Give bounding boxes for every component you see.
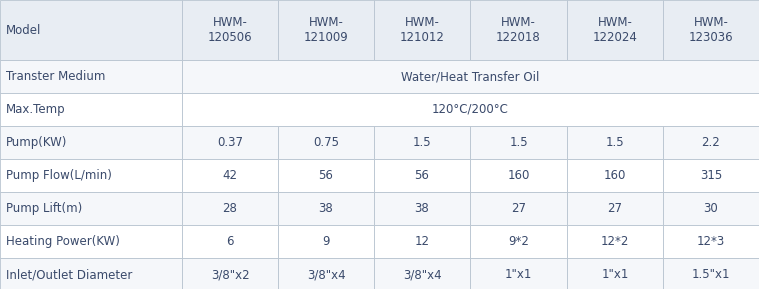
Bar xyxy=(663,159,759,192)
Text: Max.Temp: Max.Temp xyxy=(6,103,65,116)
Bar xyxy=(0,258,182,289)
Text: 1"x1: 1"x1 xyxy=(505,268,532,281)
Bar xyxy=(182,192,278,225)
Bar xyxy=(278,192,374,225)
Bar xyxy=(0,225,182,258)
Text: 30: 30 xyxy=(704,202,718,215)
Bar xyxy=(182,225,278,258)
Text: 6: 6 xyxy=(226,235,234,248)
Bar xyxy=(567,0,663,60)
Bar xyxy=(182,0,278,60)
Bar xyxy=(374,192,470,225)
Bar xyxy=(663,192,759,225)
Text: 1.5: 1.5 xyxy=(413,136,431,149)
Text: 2.2: 2.2 xyxy=(701,136,720,149)
Text: Pump Flow(L/min): Pump Flow(L/min) xyxy=(6,169,112,182)
Bar xyxy=(278,0,374,60)
Text: 56: 56 xyxy=(319,169,333,182)
Bar xyxy=(0,159,182,192)
Text: Inlet/Outlet Diameter: Inlet/Outlet Diameter xyxy=(6,268,132,281)
Bar xyxy=(0,93,182,126)
Bar xyxy=(374,258,470,289)
Text: 3/8"x2: 3/8"x2 xyxy=(211,268,249,281)
Text: 12: 12 xyxy=(414,235,430,248)
Bar xyxy=(567,258,663,289)
Bar xyxy=(470,258,567,289)
Bar xyxy=(470,225,567,258)
Text: HWM-
123036: HWM- 123036 xyxy=(688,16,733,44)
Text: 38: 38 xyxy=(414,202,430,215)
Text: 42: 42 xyxy=(222,169,238,182)
Text: Pump(KW): Pump(KW) xyxy=(6,136,68,149)
Text: 1.5"x1: 1.5"x1 xyxy=(691,268,730,281)
Bar xyxy=(374,225,470,258)
Bar xyxy=(278,225,374,258)
Bar xyxy=(374,159,470,192)
Bar xyxy=(278,159,374,192)
Text: 9: 9 xyxy=(323,235,329,248)
Text: 0.75: 0.75 xyxy=(313,136,339,149)
Bar xyxy=(278,258,374,289)
Text: HWM-
121012: HWM- 121012 xyxy=(399,16,445,44)
Text: 3/8"x4: 3/8"x4 xyxy=(403,268,441,281)
Text: 38: 38 xyxy=(319,202,333,215)
Bar xyxy=(182,258,278,289)
Text: 120°C/200°C: 120°C/200°C xyxy=(432,103,509,116)
Text: 1.5: 1.5 xyxy=(509,136,528,149)
Bar xyxy=(0,0,182,60)
Text: 0.37: 0.37 xyxy=(217,136,243,149)
Text: Transter Medium: Transter Medium xyxy=(6,70,106,83)
Text: HWM-
122018: HWM- 122018 xyxy=(496,16,541,44)
Text: 1"x1: 1"x1 xyxy=(601,268,628,281)
Text: HWM-
121009: HWM- 121009 xyxy=(304,16,348,44)
Text: 9*2: 9*2 xyxy=(508,235,529,248)
Text: 1.5: 1.5 xyxy=(606,136,625,149)
Bar xyxy=(663,258,759,289)
Bar xyxy=(470,0,567,60)
Text: HWM-
122024: HWM- 122024 xyxy=(593,16,638,44)
Bar xyxy=(374,0,470,60)
Text: 28: 28 xyxy=(222,202,238,215)
Text: 27: 27 xyxy=(511,202,526,215)
Text: Pump Lift(m): Pump Lift(m) xyxy=(6,202,82,215)
Text: 160: 160 xyxy=(604,169,626,182)
Bar xyxy=(567,126,663,159)
Bar xyxy=(663,0,759,60)
Text: 160: 160 xyxy=(507,169,530,182)
Bar xyxy=(567,225,663,258)
Bar xyxy=(0,60,182,93)
Text: HWM-
120506: HWM- 120506 xyxy=(208,16,252,44)
Bar xyxy=(182,159,278,192)
Bar xyxy=(0,126,182,159)
Bar xyxy=(663,225,759,258)
Text: Water/Heat Transfer Oil: Water/Heat Transfer Oil xyxy=(402,70,540,83)
Text: 12*2: 12*2 xyxy=(601,235,629,248)
Text: 27: 27 xyxy=(607,202,622,215)
Text: 12*3: 12*3 xyxy=(697,235,725,248)
Bar xyxy=(470,126,567,159)
Bar xyxy=(470,192,567,225)
Bar xyxy=(567,159,663,192)
Text: 56: 56 xyxy=(414,169,430,182)
Bar xyxy=(182,93,759,126)
Bar xyxy=(182,60,759,93)
Bar xyxy=(182,126,278,159)
Text: 315: 315 xyxy=(700,169,722,182)
Bar xyxy=(470,159,567,192)
Text: Heating Power(KW): Heating Power(KW) xyxy=(6,235,120,248)
Bar xyxy=(0,192,182,225)
Bar xyxy=(567,192,663,225)
Bar xyxy=(663,126,759,159)
Text: 3/8"x4: 3/8"x4 xyxy=(307,268,345,281)
Bar xyxy=(278,126,374,159)
Text: Model: Model xyxy=(6,23,42,36)
Bar xyxy=(374,126,470,159)
